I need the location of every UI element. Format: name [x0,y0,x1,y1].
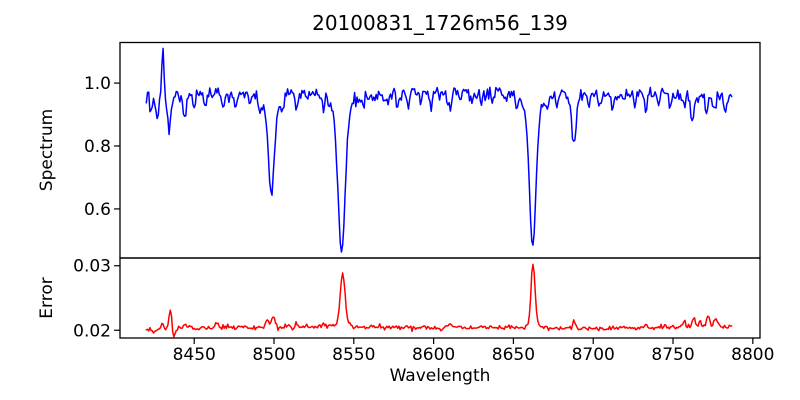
data-curves [145,47,733,338]
spectrum-y-tick-label: 1.0 [84,74,111,94]
error-y-tick-label: 0.03 [73,257,111,277]
x-tick-label: 8550 [332,345,375,365]
spectrum-y-tick-label: 0.6 [84,200,111,220]
chart-title: 20100831_1726m56_139 [312,11,568,35]
x-tick-label: 8650 [492,345,535,365]
x-axis-label: Wavelength [390,366,491,386]
spectrum-y-tick-label: 0.8 [84,137,111,157]
x-tick-label: 8700 [572,345,615,365]
spectrum-axes-border [119,41,761,259]
x-tick-label: 8800 [731,345,774,365]
x-tick-label: 8500 [252,345,295,365]
y-axis-label-spectrum: Spectrum [37,109,57,191]
spectrum-line [145,47,733,253]
x-tick-label: 8600 [412,345,455,365]
y-axis-label-error: Error [37,277,57,318]
error-axes-border [119,257,761,339]
x-tick-label: 8750 [651,345,694,365]
error-line [145,263,733,338]
error-y-tick-label: 0.02 [73,321,111,341]
x-tick-label: 8450 [173,345,216,365]
axes-decorations: 1.0 0.8 0.6 0.03 0.02 8450 8500 8550 8600 8650 870… [73,41,774,365]
